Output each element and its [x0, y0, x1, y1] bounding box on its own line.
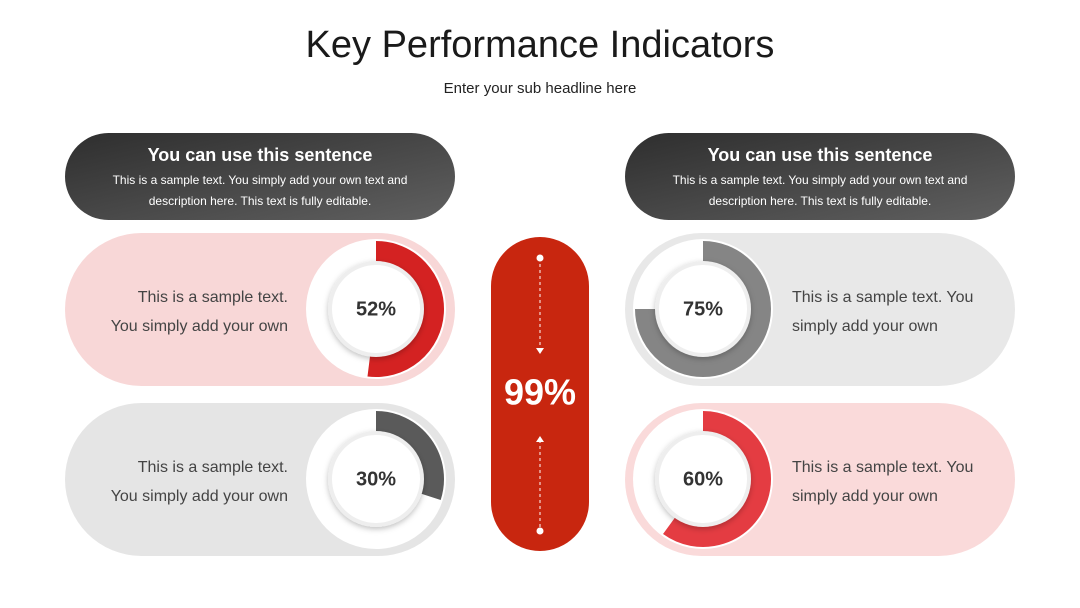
center-pill: [491, 237, 589, 551]
info-box: [65, 133, 455, 220]
title: Key Performance Indicators: [306, 24, 775, 66]
info-text: This is a sample text. You simply add yo…: [673, 173, 968, 187]
donut-inner: [328, 431, 424, 527]
donut-inner: [328, 261, 424, 357]
donut-inner: [655, 431, 751, 527]
subtitle: Enter your sub headline here: [444, 80, 637, 97]
info-text: This is a sample text. You simply add yo…: [113, 173, 408, 187]
kpi-label: 60%: [683, 468, 723, 490]
kpi-text: This is a sample text. You: [792, 459, 973, 476]
kpi-text: This is a sample text.: [138, 459, 288, 476]
donut-arc: [635, 241, 771, 377]
kpi-text: You simply add your own: [111, 318, 288, 335]
donut-arc: [375, 411, 444, 501]
kpi-label: 30%: [356, 468, 396, 490]
dot: [536, 527, 544, 535]
info-heading: You can use this sentence: [148, 145, 373, 165]
info-text: description here. This text is fully edi…: [149, 194, 372, 208]
center-value: 99%: [504, 372, 576, 413]
kpi-label: 75%: [683, 298, 723, 320]
dot: [536, 254, 544, 262]
donut-arc: [663, 411, 771, 547]
kpi-text: You simply add your own: [111, 488, 288, 505]
info-text: description here. This text is fully edi…: [709, 194, 932, 208]
donut-arc: [367, 241, 444, 377]
kpi-text: This is a sample text.: [138, 289, 288, 306]
kpi-text: simply add your own: [792, 318, 938, 335]
kpi-text: simply add your own: [792, 488, 938, 505]
info-box: [625, 133, 1015, 220]
kpi-text: This is a sample text. You: [792, 289, 973, 306]
kpi-label: 52%: [356, 298, 396, 320]
donut-inner: [655, 261, 751, 357]
info-heading: You can use this sentence: [708, 145, 933, 165]
